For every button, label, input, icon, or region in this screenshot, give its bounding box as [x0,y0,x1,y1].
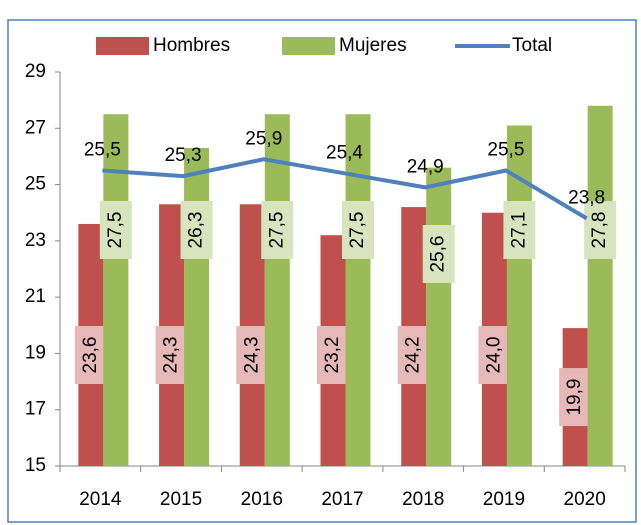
data-label-box [584,201,617,259]
data-label-box [99,201,132,259]
data-label-box [317,326,349,384]
data-label-box [155,326,188,384]
data-label: 25,5 [84,140,121,161]
y-tick-label: 29 [25,61,46,82]
legend-swatch [282,37,335,55]
y-tick-label: 23 [25,230,46,251]
data-label: 25,9 [245,128,282,149]
data-label: 24,3 [241,337,262,374]
x-tick-label: 2020 [564,489,606,510]
data-label-box [74,326,107,384]
y-tick-label: 27 [25,117,46,138]
data-label: 25,4 [326,142,363,163]
y-tick-label: 15 [25,455,46,476]
legend-label: Hombres [153,35,230,56]
data-label: 23,8 [568,187,605,208]
data-label: 23,2 [322,337,343,374]
data-label-box [559,368,592,427]
bar [426,167,452,466]
legend-label: Mujeres [339,35,407,56]
x-tick-label: 2016 [241,489,283,510]
data-label: 27,5 [105,212,126,249]
data-label: 23,6 [80,337,101,374]
data-label-box [503,201,536,259]
y-tick-label: 17 [25,399,46,420]
y-tick-label: 25 [25,174,46,195]
data-label-box [180,201,213,259]
data-label: 26,3 [186,212,207,249]
data-label: 24,0 [483,337,504,374]
bar [587,105,613,467]
data-label: 27,5 [266,212,287,249]
data-label: 27,8 [589,212,610,249]
data-label: 24,3 [161,337,182,374]
bar [264,114,290,466]
legend-swatch [96,37,149,55]
x-tick-label: 2014 [79,489,122,510]
data-label: 19,9 [564,379,585,416]
bar [345,114,371,466]
y-tick-label: 19 [25,342,46,363]
data-label: 25,6 [428,236,449,273]
data-label-box [342,201,374,259]
y-tick-label: 21 [25,286,46,307]
data-label: 24,2 [403,337,424,374]
data-label-box [261,201,294,259]
x-tick-label: 2017 [321,489,363,510]
data-label: 25,3 [165,145,202,166]
data-label: 27,1 [508,212,529,249]
data-label: 25,5 [487,140,524,161]
data-label-box [422,225,455,283]
data-label-box [397,326,430,384]
data-label: 27,5 [347,212,368,249]
x-tick-label: 2019 [483,489,525,510]
bar [184,147,210,466]
line [102,157,588,221]
x-tick-label: 2018 [402,489,444,510]
data-label-box [236,326,269,384]
data-label-box [478,326,511,384]
bar [103,114,129,466]
x-tick-label: 2015 [160,489,202,510]
data-label: 24,9 [407,156,444,177]
legend-label: Total [512,35,552,56]
